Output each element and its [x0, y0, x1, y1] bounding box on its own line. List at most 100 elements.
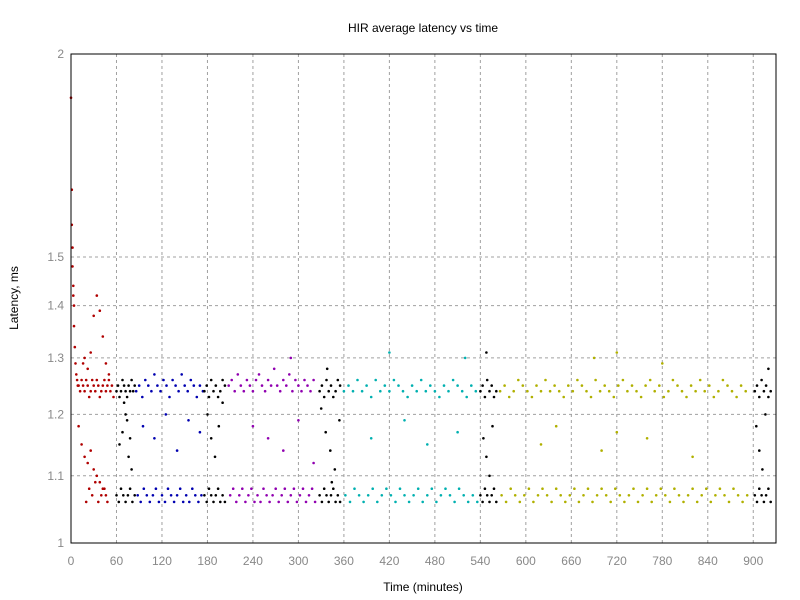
data-point [481, 384, 484, 387]
data-point [107, 378, 111, 382]
data-point [78, 389, 82, 393]
data-point [492, 487, 496, 491]
data-point [594, 378, 597, 382]
data-point [389, 494, 393, 497]
data-point [198, 430, 202, 434]
data-point [295, 500, 299, 504]
data-point [769, 389, 772, 393]
data-point [203, 494, 206, 497]
data-point [73, 345, 77, 349]
data-point [403, 419, 406, 422]
data-point [283, 487, 287, 491]
data-point [95, 378, 99, 382]
data-point [180, 373, 183, 376]
data-points [69, 96, 772, 504]
data-point [518, 500, 522, 504]
data-point [507, 395, 511, 399]
data-point [333, 468, 337, 471]
data-point [371, 487, 375, 491]
data-point [242, 389, 246, 393]
data-point [206, 413, 209, 416]
data-point [559, 494, 562, 497]
data-point [568, 494, 572, 497]
data-point [483, 395, 487, 399]
data-point [116, 384, 120, 387]
data-point [219, 500, 222, 504]
data-point [74, 362, 77, 365]
data-point [307, 494, 311, 497]
plot-frame [70, 53, 777, 544]
data-point [615, 430, 619, 434]
data-point [289, 356, 293, 360]
data-point [366, 494, 370, 497]
data-point [448, 494, 452, 497]
data-point [465, 395, 469, 399]
x-tick-label: 480 [425, 554, 445, 568]
data-point [526, 389, 529, 393]
x-tick-label: 420 [379, 554, 399, 568]
data-point [101, 384, 105, 387]
data-point [667, 389, 670, 393]
data-point [403, 494, 406, 497]
data-point [485, 378, 489, 382]
data-point [351, 389, 355, 393]
data-point [119, 487, 123, 491]
data-point [365, 384, 368, 387]
data-point [90, 494, 94, 497]
data-point [297, 419, 300, 422]
data-point [145, 494, 149, 497]
data-point [292, 487, 296, 491]
data-point [72, 294, 75, 297]
data-point [764, 384, 768, 387]
data-point [760, 494, 763, 497]
data-point [362, 500, 365, 504]
data-point [513, 494, 517, 497]
data-point [325, 378, 328, 382]
data-point [585, 389, 588, 393]
data-point [539, 389, 543, 393]
data-point [438, 395, 441, 399]
data-point [512, 389, 515, 393]
data-point [401, 389, 405, 393]
data-point [762, 500, 766, 504]
data-point [322, 395, 326, 399]
data-point [231, 487, 235, 491]
data-point [128, 389, 132, 393]
data-point [72, 304, 76, 307]
x-tick-label: 120 [152, 554, 172, 568]
data-point [162, 378, 165, 382]
data-point [205, 384, 208, 387]
data-point [406, 395, 409, 399]
data-point [603, 384, 606, 387]
data-point [104, 362, 108, 365]
data-point [705, 487, 708, 491]
data-point [641, 494, 644, 497]
data-point [154, 487, 158, 491]
data-point [767, 367, 770, 371]
data-point [282, 449, 285, 452]
data-point [374, 378, 378, 382]
data-point [626, 389, 629, 393]
data-point [184, 494, 188, 497]
data-point [77, 384, 80, 387]
data-point [329, 449, 332, 452]
y-tick-label: 1.1 [47, 469, 64, 483]
data-point [741, 500, 744, 504]
data-point [139, 500, 142, 504]
data-point [153, 373, 156, 376]
data-point [86, 461, 89, 465]
data-point [557, 389, 561, 393]
data-point [567, 384, 570, 387]
data-point [266, 437, 270, 440]
data-point [739, 384, 743, 387]
data-point [609, 500, 612, 504]
data-point [260, 384, 264, 387]
data-point [483, 487, 487, 491]
data-point [119, 389, 123, 393]
data-point [764, 413, 767, 416]
x-tick-label: 540 [470, 554, 490, 568]
data-point [212, 389, 215, 393]
data-point [485, 455, 488, 459]
data-point [98, 480, 102, 484]
data-point [97, 500, 100, 504]
